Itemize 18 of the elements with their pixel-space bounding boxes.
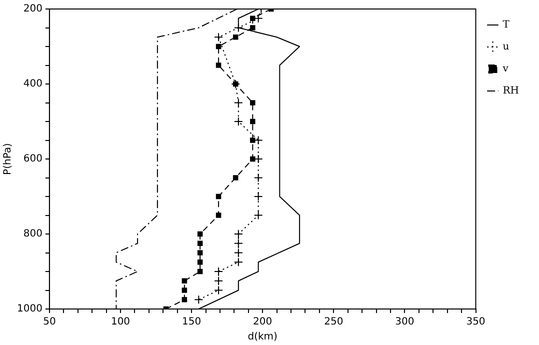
y-axis-title: P(hPa) bbox=[2, 142, 14, 175]
x-tick-label: 200 bbox=[253, 316, 272, 328]
x-tick-label: 100 bbox=[110, 316, 130, 328]
legend-label: RH bbox=[502, 86, 520, 97]
y-tick-label: 800 bbox=[23, 228, 42, 240]
x-tick-label: 250 bbox=[324, 316, 344, 328]
y-tick-label: 600 bbox=[23, 154, 42, 165]
y-tick-label: 1000 bbox=[16, 304, 42, 315]
legend-label: T bbox=[502, 20, 510, 31]
x-tick-label: 350 bbox=[466, 316, 486, 328]
x-tick-label: 150 bbox=[182, 316, 202, 328]
legend-label: v bbox=[502, 64, 509, 75]
y-tick-label: 400 bbox=[23, 78, 42, 90]
legend-label: u bbox=[502, 42, 510, 53]
x-tick-label: 50 bbox=[43, 316, 56, 328]
y-tick-label: 200 bbox=[23, 4, 42, 15]
x-axis-title: d(km) bbox=[248, 332, 278, 343]
x-tick-label: 300 bbox=[395, 316, 414, 328]
